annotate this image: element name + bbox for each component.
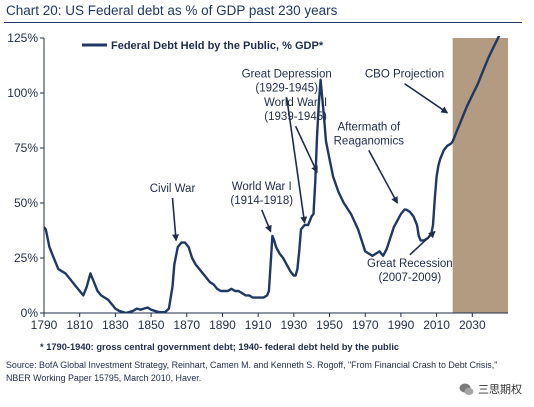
x-tick-label: 1990 bbox=[388, 318, 415, 332]
x-tick-label: 1810 bbox=[66, 318, 93, 332]
y-tick-label: 75% bbox=[14, 141, 38, 155]
y-tick-label: 125% bbox=[7, 31, 38, 45]
y-tick-label: 50% bbox=[14, 196, 38, 210]
x-tick-label: 1870 bbox=[173, 318, 200, 332]
y-tick-label: 0% bbox=[21, 306, 39, 320]
annotation-label: Aftermath of bbox=[337, 121, 400, 133]
x-tick-label: 1950 bbox=[316, 318, 343, 332]
annotation-arrow bbox=[294, 125, 318, 174]
annotation-label: Civil War bbox=[150, 183, 196, 195]
annotation-arrow bbox=[368, 150, 399, 204]
projection-shade bbox=[452, 38, 508, 313]
annotation-label: World War II bbox=[264, 97, 327, 109]
source-line-2: NBER Working Paper 15795, March 2010, Ha… bbox=[6, 373, 202, 383]
source-note: Source: BofA Global Investment Strategy,… bbox=[6, 359, 516, 385]
annotation-arrow bbox=[171, 197, 180, 242]
title-divider bbox=[4, 22, 522, 23]
y-tick-label: 100% bbox=[7, 86, 38, 100]
annotation-label: (1929-1945) bbox=[255, 83, 318, 95]
watermark-text: 三思期权 bbox=[478, 384, 522, 396]
x-tick-label: 1830 bbox=[102, 318, 129, 332]
legend-label: Federal Debt Held by the Public, % GDP* bbox=[111, 40, 324, 52]
annotation-label: World War I bbox=[232, 181, 292, 193]
annotation-label: (1939-1945) bbox=[264, 111, 327, 123]
x-tick-label: 1910 bbox=[245, 318, 272, 332]
watermark: 三思期权 bbox=[459, 381, 522, 397]
x-tick-label: 2010 bbox=[423, 318, 450, 332]
annotation-label: (1914-1918) bbox=[230, 195, 293, 207]
annotation-label: (2007-2009) bbox=[379, 272, 442, 284]
chart-title: Chart 20: US Federal debt as % of GDP pa… bbox=[6, 3, 338, 18]
x-tick-label: 1850 bbox=[138, 318, 165, 332]
line-chart: 0% 25% 50% 75% 100% 125% 1790 1810 1830 1850 1870 1… bbox=[7, 31, 508, 332]
y-tick-label: 25% bbox=[14, 251, 38, 265]
annotation-label: Great Depression bbox=[242, 69, 332, 81]
annotation-label: Reaganomics bbox=[334, 135, 405, 147]
annotation-arrow bbox=[404, 82, 449, 114]
source-line-1: Source: BofA Global Investment Strategy,… bbox=[6, 360, 498, 370]
wechat-icon bbox=[459, 383, 474, 395]
x-tick-label: 1930 bbox=[280, 318, 307, 332]
footnote: * 1790-1940: gross central government de… bbox=[40, 342, 400, 352]
x-tick-label: 1790 bbox=[31, 318, 58, 332]
annotation-label: CBO Projection bbox=[365, 69, 444, 81]
x-tick-label: 1890 bbox=[209, 318, 236, 332]
annotation-arrow bbox=[260, 209, 272, 233]
x-tick-label: 1970 bbox=[352, 318, 379, 332]
annotation-arrow bbox=[285, 97, 308, 224]
annotation-arrow bbox=[409, 230, 436, 256]
x-tick-label: 2030 bbox=[459, 318, 486, 332]
annotation-label: Great Recession bbox=[367, 258, 453, 270]
